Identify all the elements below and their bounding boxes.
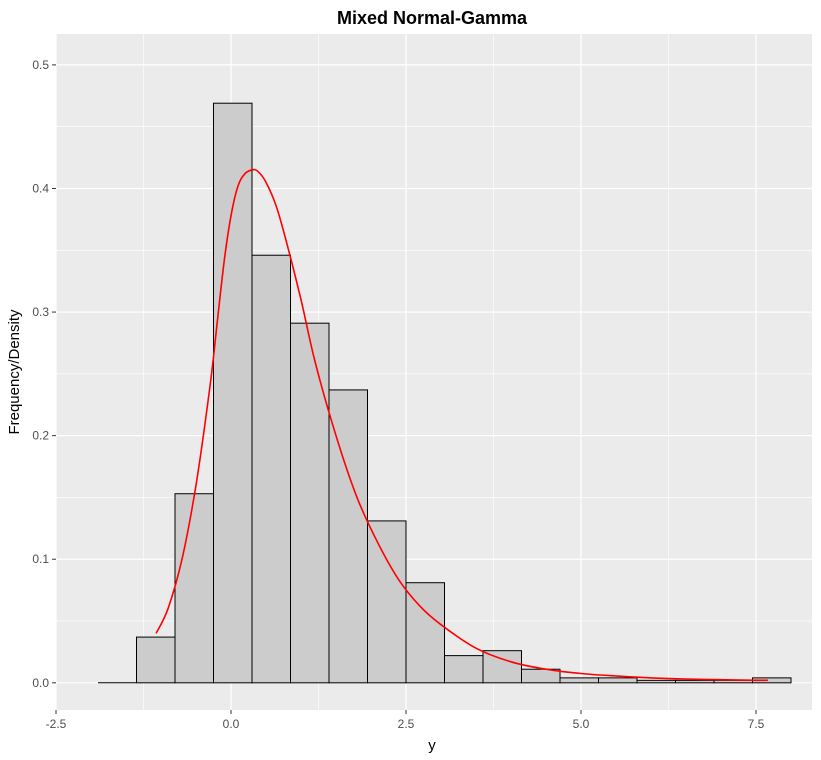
- x-tick-label: 7.5: [748, 717, 765, 731]
- y-axis-ticks: 0.0 0.1 0.2 0.3 0.4 0.5: [32, 58, 56, 690]
- y-axis-label: Frequency/Density: [6, 309, 23, 435]
- histogram-bar: [521, 668, 561, 684]
- histogram-bar: [213, 102, 253, 684]
- y-tick-label: 0.3: [32, 305, 49, 319]
- histogram-bar: [328, 389, 368, 684]
- x-tick-label: -2.5: [46, 717, 67, 731]
- histogram-bar: [367, 520, 407, 684]
- y-tick-label: 0.0: [32, 676, 49, 690]
- histogram-bar: [290, 322, 330, 684]
- histogram-bar: [136, 636, 176, 684]
- y-tick-label: 0.5: [32, 58, 49, 72]
- chart-title: Mixed Normal-Gamma: [337, 8, 528, 28]
- x-tick-label: 2.5: [398, 717, 415, 731]
- histogram-bar: [636, 679, 676, 684]
- density-curve: [155, 168, 768, 682]
- histogram-bars: [98, 102, 792, 684]
- histogram-bar: [251, 254, 291, 684]
- y-tick-label: 0.4: [32, 181, 49, 195]
- histogram-bar: [598, 677, 638, 684]
- histogram-bar: [482, 650, 522, 684]
- histogram-bar: [675, 679, 715, 684]
- y-tick-label: 0.1: [32, 552, 49, 566]
- x-tick-label: 0.0: [223, 717, 240, 731]
- x-tick-label: 5.0: [573, 717, 590, 731]
- histogram-bar: [444, 655, 484, 684]
- histogram-bar: [174, 493, 214, 684]
- histogram-bar: [405, 582, 445, 684]
- y-tick-label: 0.2: [32, 429, 49, 443]
- x-axis-label: y: [428, 737, 436, 754]
- histogram-bar: [559, 677, 599, 684]
- x-axis-ticks: -2.5 0.0 2.5 5.0 7.5: [46, 710, 765, 731]
